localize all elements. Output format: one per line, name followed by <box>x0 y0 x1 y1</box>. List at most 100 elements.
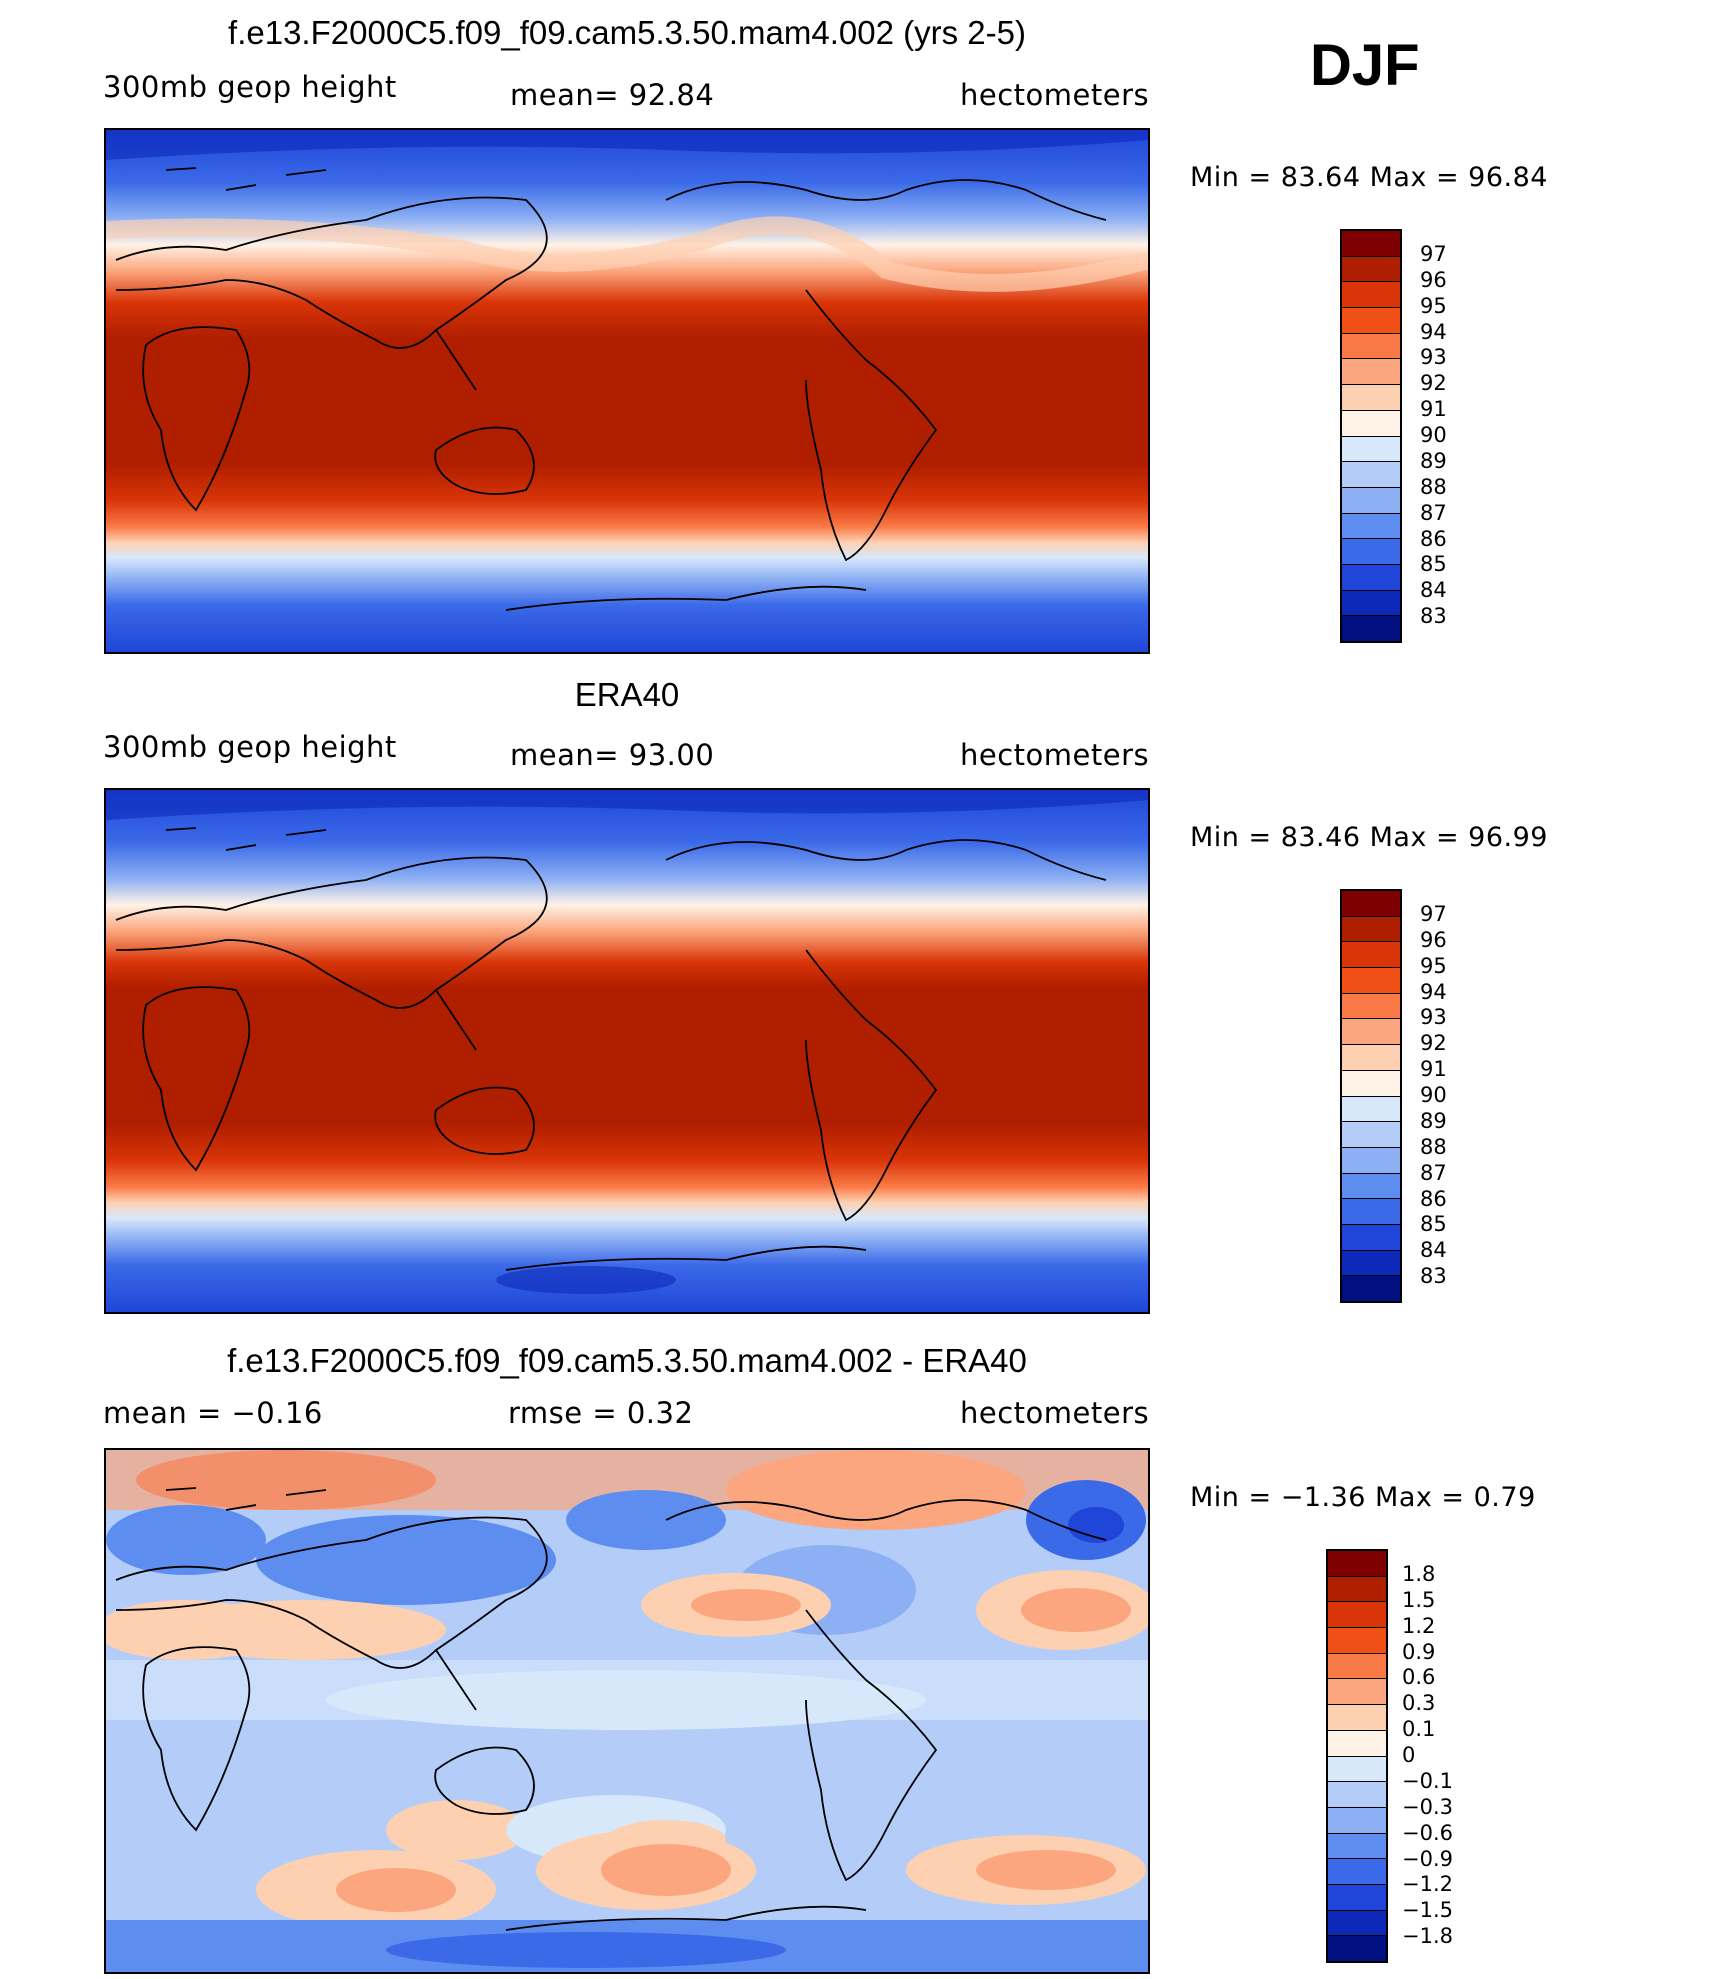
colorbar-tick-label: 88 <box>1420 1134 1447 1159</box>
colorbar-box <box>1328 1755 1386 1782</box>
colorbar-tick-label: 0.1 <box>1402 1717 1436 1742</box>
colorbar-box <box>1342 1249 1400 1276</box>
colorbar-box <box>1342 486 1400 513</box>
panel-3-difference-map <box>104 1448 1150 1974</box>
colorbar-box <box>1328 1575 1386 1602</box>
colorbar-tick-label: 1.8 <box>1402 1561 1436 1586</box>
colorbar-tick-label: 94 <box>1420 319 1447 344</box>
colorbar-box <box>1342 332 1400 359</box>
colorbar-box <box>1342 1069 1400 1096</box>
colorbar-box <box>1342 281 1400 308</box>
colorbar-tick-label: 85 <box>1420 1212 1447 1237</box>
colorbar-box <box>1342 1095 1400 1122</box>
colorbar-box <box>1328 1935 1386 1961</box>
colorbar-tick-label: −1.5 <box>1402 1898 1453 1923</box>
colorbar-tick-label: 87 <box>1420 500 1447 525</box>
colorbar-box <box>1342 231 1400 256</box>
colorbar-box <box>1342 409 1400 436</box>
colorbar-box <box>1342 1044 1400 1070</box>
colorbar-box <box>1342 941 1400 968</box>
colorbar-box <box>1342 563 1400 590</box>
colorbar-box <box>1328 1678 1386 1705</box>
colorbar-box <box>1328 1806 1386 1833</box>
colorbar-tick-label: −1.8 <box>1402 1924 1453 1949</box>
panel-3-title: f.e13.F2000C5.f09_f09.cam5.3.50.mam4.002… <box>227 1342 1027 1379</box>
panel-2-units-label: hectometers <box>960 738 1150 772</box>
colorbar-tick-label: 86 <box>1420 526 1447 551</box>
colorbar-box <box>1342 967 1400 993</box>
panel-1-colorbar <box>1340 229 1402 643</box>
colorbar-tick-label: 86 <box>1420 1186 1447 1211</box>
colorbar-tick-label: 1.5 <box>1402 1587 1436 1612</box>
colorbar-tick-label: 93 <box>1420 1005 1447 1030</box>
colorbar-box <box>1328 1858 1386 1884</box>
panel-1-mean-label: mean= 92.84 <box>510 78 715 112</box>
colorbar-box <box>1328 1781 1386 1807</box>
colorbar-box <box>1342 589 1400 616</box>
colorbar-tick-label: −0.6 <box>1402 1820 1453 1845</box>
colorbar-box <box>1342 891 1400 916</box>
colorbar-tick-label: 87 <box>1420 1160 1447 1185</box>
colorbar-box <box>1342 915 1400 942</box>
colorbar-tick-label: 90 <box>1420 1083 1447 1107</box>
season-label: DJF <box>1310 33 1420 98</box>
colorbar-box <box>1328 1652 1386 1679</box>
colorbar-box <box>1342 307 1400 333</box>
panel-1-units-label: hectometers <box>960 78 1150 112</box>
colorbar-box <box>1342 512 1400 539</box>
colorbar-tick-label: −1.2 <box>1402 1872 1453 1897</box>
colorbar-tick-label: −0.1 <box>1402 1768 1453 1793</box>
colorbar-tick-label: 95 <box>1420 953 1447 978</box>
colorbar-box <box>1342 1121 1400 1147</box>
colorbar-tick-label: −0.9 <box>1402 1846 1453 1871</box>
colorbar-tick-label: 92 <box>1420 371 1447 396</box>
colorbar-box <box>1342 384 1400 410</box>
colorbar-tick-label: 92 <box>1420 1031 1447 1056</box>
panel-2-minmax: Min = 83.46 Max = 96.99 <box>1190 822 1548 853</box>
colorbar-box <box>1342 1198 1400 1224</box>
colorbar-tick-label: 94 <box>1420 979 1447 1004</box>
colorbar-box <box>1328 1729 1386 1756</box>
colorbar-box <box>1342 1018 1400 1045</box>
colorbar-box <box>1342 1223 1400 1250</box>
colorbar-box <box>1342 461 1400 487</box>
colorbar-box <box>1342 538 1400 564</box>
panel-2-field-label: 300mb geop height <box>103 730 397 764</box>
colorbar-tick-label: −0.3 <box>1402 1794 1453 1819</box>
panel-1-minmax: Min = 83.64 Max = 96.84 <box>1190 162 1548 193</box>
colorbar-box <box>1328 1832 1386 1859</box>
colorbar-box <box>1342 1275 1400 1301</box>
panel-1-field-label: 300mb geop height <box>103 70 397 104</box>
colorbar-tick-label: 88 <box>1420 474 1447 499</box>
colorbar-tick-label: 89 <box>1420 448 1447 473</box>
panel-2-colorbar <box>1340 889 1402 1303</box>
colorbar-tick-label: 0.6 <box>1402 1665 1436 1690</box>
colorbar-box <box>1342 615 1400 641</box>
colorbar-tick-label: 1.2 <box>1402 1613 1436 1638</box>
colorbar-tick-label: 90 <box>1420 423 1447 447</box>
panel-2-mean-label: mean= 93.00 <box>510 738 715 772</box>
panel-1-title: f.e13.F2000C5.f09_f09.cam5.3.50.mam4.002… <box>228 14 1026 51</box>
colorbar-box <box>1328 1704 1386 1730</box>
colorbar-tick-label: 95 <box>1420 293 1447 318</box>
colorbar-box <box>1328 1551 1386 1576</box>
colorbar-box <box>1328 1883 1386 1910</box>
colorbar-box <box>1342 435 1400 462</box>
colorbar-tick-label: 91 <box>1420 1057 1447 1082</box>
colorbar-tick-label: 89 <box>1420 1108 1447 1133</box>
panel-3-units-label: hectometers <box>960 1396 1150 1430</box>
colorbar-box <box>1342 358 1400 385</box>
panel-3-mean-label: mean = −0.16 <box>103 1396 323 1430</box>
colorbar-tick-label: 0 <box>1402 1743 1416 1767</box>
colorbar-tick-label: 93 <box>1420 345 1447 370</box>
colorbar-box <box>1342 255 1400 282</box>
panel-2-title: ERA40 <box>574 676 680 713</box>
colorbar-box <box>1342 1172 1400 1199</box>
colorbar-tick-label: 91 <box>1420 397 1447 422</box>
colorbar-tick-label: 96 <box>1420 927 1447 952</box>
colorbar-tick-label: 97 <box>1420 241 1447 266</box>
colorbar-box <box>1342 1146 1400 1173</box>
panel-3-rmse-label: rmse = 0.32 <box>508 1396 694 1430</box>
colorbar-tick-label: 0.3 <box>1402 1691 1436 1716</box>
colorbar-tick-label: 84 <box>1420 578 1447 603</box>
